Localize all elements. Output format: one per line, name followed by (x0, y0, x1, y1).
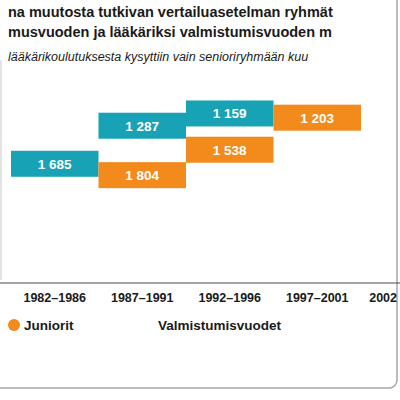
x-tick-label: 2002 (369, 291, 397, 305)
bar (11, 151, 99, 177)
frame (0, 0, 397, 388)
bar (99, 162, 187, 188)
bar (186, 100, 274, 126)
chart-container: na muutosta tutkivan vertailuasetelman r… (0, 0, 400, 400)
bar (186, 137, 274, 163)
data-label: 1 287 (125, 119, 159, 134)
x-axis (0, 282, 400, 283)
y-axis (1, 60, 2, 280)
data-label: 1 804 (125, 168, 159, 183)
chart-svg: na muutosta tutkivan vertailuasetelman r… (0, 0, 400, 400)
data-labels: 1 685 1 287 1 159 1 804 1 538 1 203 (38, 106, 335, 183)
subtitle: lääkärikoulutuksesta kysyttiin vain seni… (8, 50, 308, 64)
marks (11, 100, 361, 188)
data-label: 1 538 (213, 143, 247, 158)
data-label: 1 685 (38, 157, 72, 172)
legend-label: Juniorit (24, 318, 74, 333)
x-tick-label: 1997–2001 (286, 291, 349, 305)
legend-swatch (8, 319, 20, 331)
bar (99, 113, 187, 139)
x-tick-label: 1982–1986 (23, 291, 86, 305)
bar (274, 105, 362, 131)
title: musvuoden ja lääkäriksi valmistumisvuode… (8, 24, 332, 40)
x-tick-label: 1987–1991 (111, 291, 174, 305)
data-label: 1 203 (300, 111, 334, 126)
x-axis-label: Valmistumisvuodet (158, 318, 282, 333)
title: na muutosta tutkivan vertailuasetelman r… (8, 4, 333, 20)
x-tick-label: 1992–1996 (198, 291, 261, 305)
data-label: 1 159 (213, 106, 247, 121)
